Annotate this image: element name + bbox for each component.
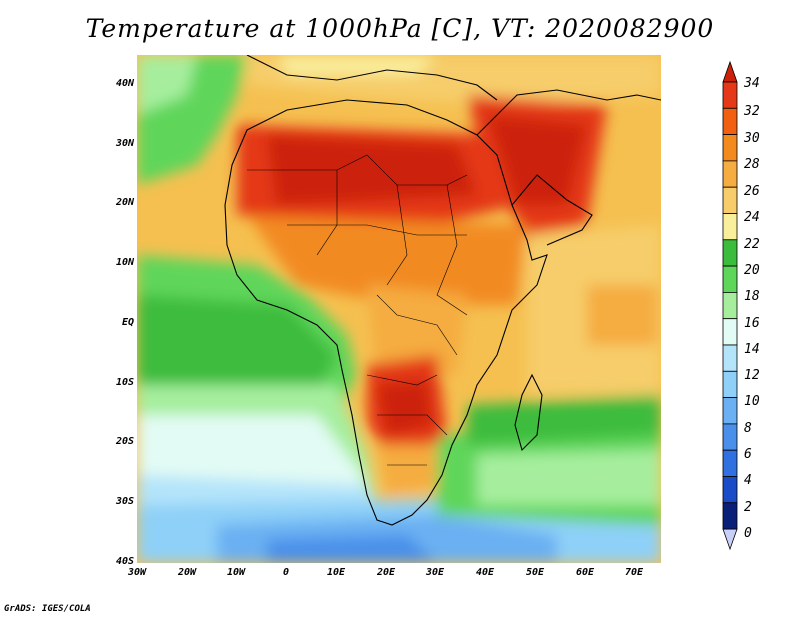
colorbar-segment xyxy=(722,449,738,477)
colorbar-segment xyxy=(722,344,738,372)
madagascar-coast xyxy=(514,373,543,452)
colorbar-segment xyxy=(722,186,738,214)
lat-label-10n: 10N xyxy=(115,257,134,268)
lon-label-30w: 30W xyxy=(127,567,147,578)
colorbar-segment xyxy=(722,213,738,241)
colorbar-segment xyxy=(722,265,738,293)
country-borders xyxy=(247,154,468,466)
lat-label-30n: 30N xyxy=(115,138,134,149)
cb-label-16: 16 xyxy=(744,316,760,331)
cb-label-28: 28 xyxy=(744,157,760,172)
colorbar-segment xyxy=(722,476,738,504)
colorbar-segment xyxy=(722,160,738,188)
lat-label-40s: 40S xyxy=(115,556,134,567)
lon-label-10w: 10W xyxy=(226,567,246,578)
cb-label-24: 24 xyxy=(744,210,760,225)
cb-label-4: 4 xyxy=(744,473,752,488)
europe-coast xyxy=(246,55,498,101)
cb-label-10: 10 xyxy=(744,394,760,409)
colorbar-segment xyxy=(722,502,738,530)
africa-coast xyxy=(224,99,548,526)
cb-label-18: 18 xyxy=(744,289,760,304)
lon-label-20e: 20E xyxy=(376,567,396,578)
cb-label-32: 32 xyxy=(744,104,760,119)
coastline xyxy=(224,55,661,526)
lat-label-eq: EQ xyxy=(121,317,134,328)
cb-label-26: 26 xyxy=(744,184,760,199)
lat-label-40n: 40N xyxy=(115,78,134,89)
cb-label-8: 8 xyxy=(744,421,752,436)
cb-label-0: 0 xyxy=(744,526,752,541)
colorbar-segment xyxy=(722,397,738,425)
temperature-map xyxy=(137,55,661,563)
lat-label-30s: 30S xyxy=(115,496,134,507)
lon-label-40e: 40E xyxy=(475,567,495,578)
lon-label-20w: 20W xyxy=(177,567,197,578)
lat-label-20s: 20S xyxy=(115,436,134,447)
lat-label-20n: 20N xyxy=(115,197,134,208)
lat-label-10s: 10S xyxy=(115,377,134,388)
cb-label-6: 6 xyxy=(744,447,752,462)
cb-label-12: 12 xyxy=(744,368,760,383)
lon-label-30e: 30E xyxy=(425,567,445,578)
lon-label-50e: 50E xyxy=(525,567,545,578)
lon-label-10e: 10E xyxy=(326,567,346,578)
colorbar-segment xyxy=(722,291,738,320)
colorbar xyxy=(722,60,738,551)
lon-label-70e: 70E xyxy=(624,567,644,578)
colorbar-segment xyxy=(722,81,738,109)
cb-label-22: 22 xyxy=(744,237,760,252)
colorbar-segment xyxy=(722,318,738,346)
arabia-coast xyxy=(511,174,593,246)
colorbar-segment xyxy=(722,239,738,267)
cb-label-30: 30 xyxy=(744,131,760,146)
map-title: Temperature at 1000hPa [C], VT: 20200829… xyxy=(85,14,715,43)
colorbar-bottom-arrow xyxy=(722,528,738,551)
cb-label-20: 20 xyxy=(744,263,760,278)
colorbar-segment xyxy=(722,370,738,398)
colorbar-segment xyxy=(722,134,738,162)
cb-label-14: 14 xyxy=(744,342,760,357)
cb-label-2: 2 xyxy=(744,500,752,515)
lon-label-0: 0 xyxy=(282,567,290,578)
colorbar-top-arrow xyxy=(722,60,738,83)
asia-coast xyxy=(476,89,661,136)
colorbar-segment xyxy=(722,423,738,451)
colorbar-segment xyxy=(722,107,738,135)
temperature-field xyxy=(137,55,661,563)
cb-label-34: 34 xyxy=(744,76,760,91)
grads-credit: GrADS: IGES/COLA xyxy=(4,604,91,614)
lon-label-60e: 60E xyxy=(575,567,595,578)
